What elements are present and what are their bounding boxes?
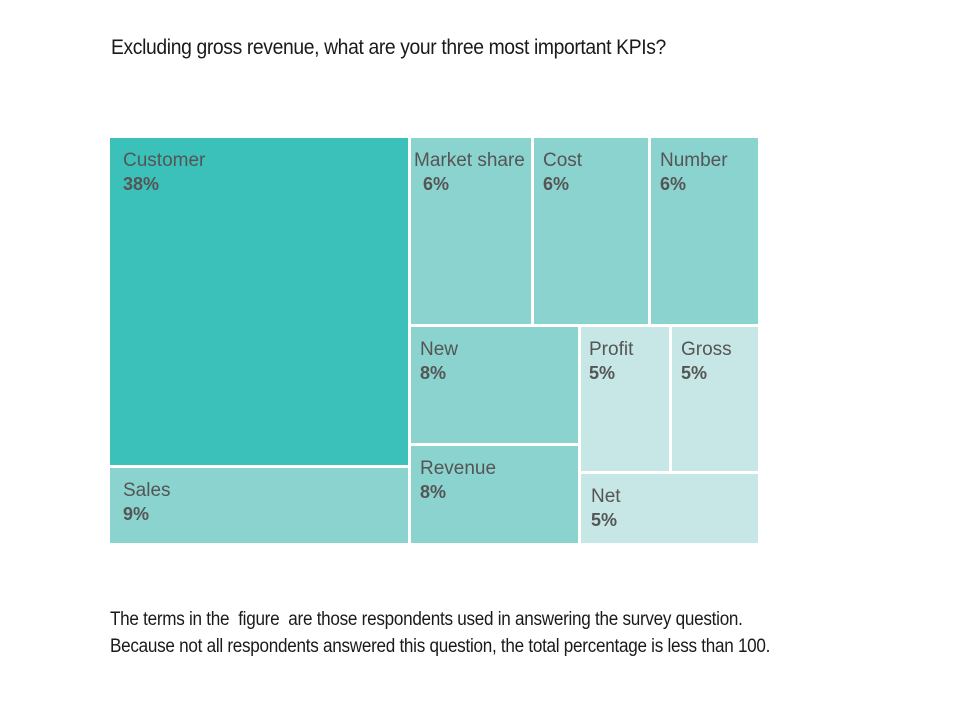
tile-value-profit: 5% xyxy=(589,363,615,383)
tile-label-new: New xyxy=(420,339,458,360)
tile-label-sales: Sales xyxy=(123,480,171,501)
tile-customer: Customer 38% xyxy=(110,138,408,465)
tile-label-gross: Gross xyxy=(681,339,732,360)
tile-label-net: Net xyxy=(591,486,621,507)
footnote-line-2: Because not all respondents answered thi… xyxy=(110,636,771,657)
tile-value-sales: 9% xyxy=(123,504,149,524)
tile-rect-gross xyxy=(672,327,758,471)
tile-rect-sales xyxy=(110,468,408,543)
tile-label-number: Number xyxy=(660,150,728,171)
tile-value-revenue: 8% xyxy=(420,482,446,502)
tile-value-new: 8% xyxy=(420,363,446,383)
tile-profit: Profit 5% xyxy=(581,327,669,471)
tile-label-cost: Cost xyxy=(543,150,583,171)
tile-rect-revenue xyxy=(411,446,578,543)
tile-rect-customer xyxy=(110,138,408,465)
tile-rect-new xyxy=(411,327,578,443)
tile-label-profit: Profit xyxy=(589,339,634,360)
tile-rect-cost xyxy=(534,138,648,324)
footnote-line-1: The terms in the figure are those respon… xyxy=(110,609,743,630)
tile-rect-number xyxy=(651,138,758,324)
tile-value-market-share: 6% xyxy=(423,174,449,194)
tile-market-share: Market share 6% xyxy=(411,138,531,324)
chart-title: Excluding gross revenue, what are your t… xyxy=(111,36,666,59)
tile-gross: Gross 5% xyxy=(672,327,758,471)
tile-new: New 8% xyxy=(411,327,578,443)
tile-revenue: Revenue 8% xyxy=(411,446,578,543)
tile-rect-net xyxy=(581,474,758,543)
tile-value-cost: 6% xyxy=(543,174,569,194)
tile-cost: Cost 6% xyxy=(534,138,648,324)
tile-value-number: 6% xyxy=(660,174,686,194)
tile-label-revenue: Revenue xyxy=(420,458,496,479)
tile-number: Number 6% xyxy=(651,138,758,324)
tile-value-gross: 5% xyxy=(681,363,707,383)
tile-label-customer: Customer xyxy=(123,150,206,171)
tile-value-customer: 38% xyxy=(123,174,159,194)
tile-sales: Sales 9% xyxy=(110,468,408,543)
tile-label-market-share: Market share xyxy=(414,150,525,171)
tile-rect-market-share xyxy=(411,138,531,324)
tile-rect-profit xyxy=(581,327,669,471)
tile-net: Net 5% xyxy=(581,474,758,543)
tile-value-net: 5% xyxy=(591,510,617,530)
